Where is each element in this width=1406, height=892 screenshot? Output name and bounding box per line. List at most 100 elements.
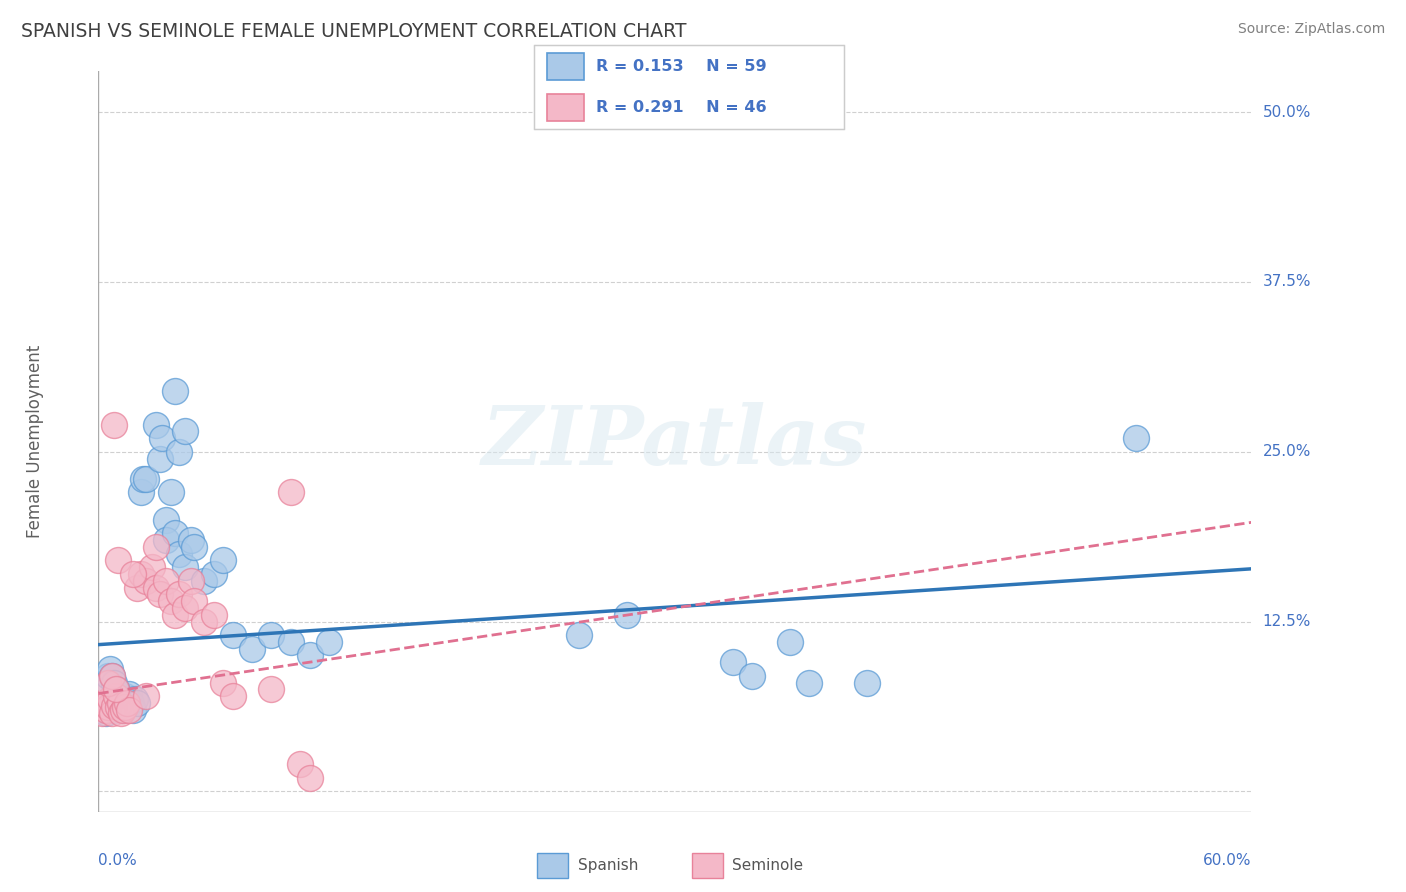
Text: R = 0.291    N = 46: R = 0.291 N = 46 bbox=[596, 100, 766, 115]
Point bbox=[103, 690, 125, 704]
Text: Spanish: Spanish bbox=[578, 858, 638, 872]
Point bbox=[93, 696, 115, 710]
Point bbox=[107, 700, 129, 714]
Point bbox=[114, 690, 136, 704]
Text: 37.5%: 37.5% bbox=[1263, 275, 1310, 289]
Point bbox=[212, 675, 235, 690]
Point bbox=[108, 692, 131, 706]
Point bbox=[112, 700, 135, 714]
Point bbox=[149, 451, 172, 466]
Text: Seminole: Seminole bbox=[733, 858, 803, 872]
Point bbox=[131, 472, 153, 486]
Point bbox=[165, 384, 187, 398]
Point bbox=[107, 696, 129, 710]
Point bbox=[202, 607, 225, 622]
Point bbox=[114, 700, 136, 714]
Text: 12.5%: 12.5% bbox=[1263, 614, 1310, 629]
Point bbox=[180, 533, 202, 547]
Point bbox=[174, 601, 197, 615]
Point bbox=[202, 566, 225, 581]
Point bbox=[135, 574, 157, 588]
Point bbox=[97, 675, 120, 690]
Point bbox=[129, 485, 152, 500]
Point bbox=[110, 706, 132, 720]
Point bbox=[174, 560, 197, 574]
Text: SPANISH VS SEMINOLE FEMALE UNEMPLOYMENT CORRELATION CHART: SPANISH VS SEMINOLE FEMALE UNEMPLOYMENT … bbox=[21, 22, 686, 41]
Point bbox=[149, 587, 172, 601]
Point bbox=[107, 553, 129, 567]
Text: R = 0.153    N = 59: R = 0.153 N = 59 bbox=[596, 59, 766, 74]
Point bbox=[290, 757, 312, 772]
FancyBboxPatch shape bbox=[547, 94, 583, 120]
Point bbox=[167, 587, 190, 601]
Point bbox=[93, 675, 115, 690]
Point bbox=[160, 594, 183, 608]
Point bbox=[180, 574, 202, 588]
Point bbox=[98, 662, 121, 676]
Point bbox=[240, 641, 263, 656]
Text: 60.0%: 60.0% bbox=[1204, 854, 1251, 869]
Point bbox=[721, 655, 744, 669]
Point bbox=[280, 485, 302, 500]
Point bbox=[94, 706, 117, 720]
Point bbox=[145, 417, 167, 432]
Point bbox=[125, 581, 148, 595]
Point bbox=[118, 703, 141, 717]
Point bbox=[165, 607, 187, 622]
Point bbox=[120, 696, 142, 710]
Point bbox=[141, 560, 163, 574]
Point bbox=[97, 700, 120, 714]
Point bbox=[104, 703, 127, 717]
Text: ZIPatlas: ZIPatlas bbox=[482, 401, 868, 482]
Point bbox=[568, 628, 591, 642]
Point bbox=[298, 771, 321, 785]
Point bbox=[91, 703, 114, 717]
Point bbox=[97, 700, 120, 714]
Point bbox=[98, 692, 121, 706]
Point bbox=[155, 513, 177, 527]
Point bbox=[167, 547, 190, 561]
Point bbox=[101, 669, 124, 683]
Point bbox=[222, 628, 245, 642]
Point bbox=[167, 444, 190, 458]
Point bbox=[183, 594, 205, 608]
Point bbox=[94, 703, 117, 717]
Point bbox=[155, 533, 177, 547]
Point bbox=[145, 540, 167, 554]
Point bbox=[135, 690, 157, 704]
Point bbox=[122, 566, 145, 581]
Point bbox=[117, 692, 139, 706]
Point bbox=[129, 566, 152, 581]
Point bbox=[122, 703, 145, 717]
Point bbox=[155, 574, 177, 588]
Point bbox=[160, 485, 183, 500]
Point bbox=[212, 553, 235, 567]
Point bbox=[103, 675, 125, 690]
Point bbox=[125, 696, 148, 710]
Point bbox=[110, 703, 132, 717]
FancyBboxPatch shape bbox=[692, 853, 723, 878]
Point bbox=[741, 669, 763, 683]
Point bbox=[1125, 431, 1147, 445]
Point bbox=[150, 431, 173, 445]
Point bbox=[93, 696, 115, 710]
Point bbox=[135, 472, 157, 486]
Point bbox=[117, 696, 139, 710]
Point bbox=[108, 696, 131, 710]
Point bbox=[183, 540, 205, 554]
Point bbox=[103, 417, 125, 432]
Point bbox=[318, 635, 340, 649]
Point bbox=[260, 682, 283, 697]
Point bbox=[124, 692, 146, 706]
Text: Source: ZipAtlas.com: Source: ZipAtlas.com bbox=[1237, 22, 1385, 37]
Text: 0.0%: 0.0% bbox=[98, 854, 138, 869]
Point bbox=[104, 690, 127, 704]
Point bbox=[193, 615, 215, 629]
FancyBboxPatch shape bbox=[547, 54, 583, 80]
Point bbox=[104, 682, 127, 697]
FancyBboxPatch shape bbox=[537, 853, 568, 878]
Point bbox=[91, 706, 114, 720]
Point bbox=[856, 675, 879, 690]
Point bbox=[165, 526, 187, 541]
Point bbox=[298, 648, 321, 663]
